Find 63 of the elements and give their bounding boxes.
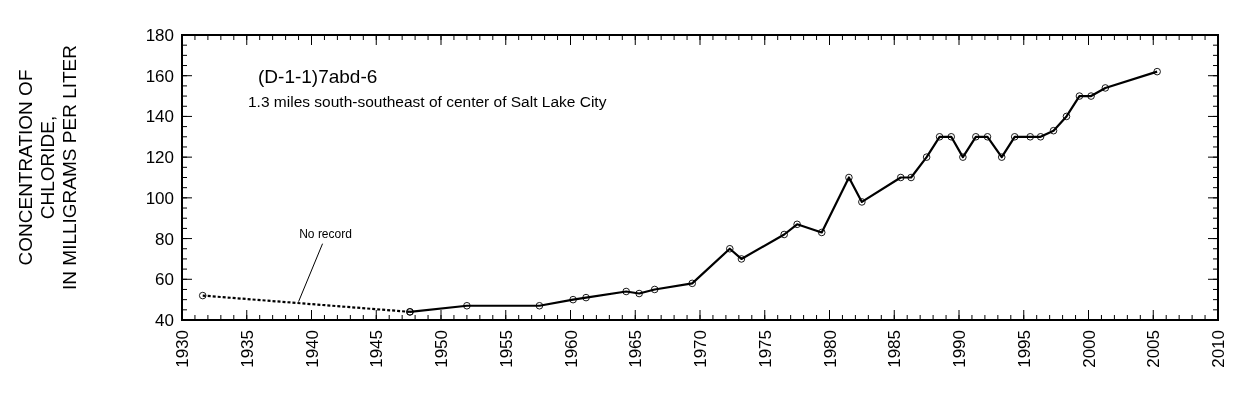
point [1101, 84, 1110, 92]
x-tick-label: 1975 [755, 330, 775, 368]
y-tick-label: 60 [155, 270, 174, 290]
point [858, 198, 866, 206]
point [1049, 126, 1058, 135]
point [907, 173, 915, 182]
x-tick-label: 1950 [432, 330, 451, 368]
point [737, 255, 746, 263]
y-tick-label: 80 [155, 229, 174, 249]
y-tick-label: 40 [155, 311, 174, 330]
point [1075, 92, 1084, 100]
point [817, 228, 826, 237]
point [622, 287, 630, 296]
point [688, 279, 696, 288]
x-tick-label: 1985 [885, 330, 905, 368]
point [635, 289, 643, 298]
point [1010, 133, 1019, 141]
point [972, 133, 980, 141]
point [896, 173, 905, 182]
point [726, 245, 734, 253]
point [1062, 112, 1071, 121]
x-tick-label: 2005 [1144, 330, 1164, 368]
point [582, 293, 590, 302]
x-tick-label: 1940 [302, 330, 322, 368]
point [198, 291, 207, 300]
point [947, 133, 955, 141]
x-tick-label: 1935 [237, 330, 257, 368]
x-tick-label: 1945 [367, 330, 387, 368]
x-tick-label: 2010 [1209, 330, 1228, 368]
y-tick-label: 120 [145, 148, 174, 168]
point [1087, 92, 1095, 100]
x-tick-label: 1955 [496, 330, 516, 368]
point [1036, 133, 1045, 141]
y-tick-label: 140 [145, 107, 174, 127]
point [780, 230, 788, 239]
point [922, 153, 931, 161]
point [959, 153, 967, 161]
text: (D-1-1)7abd-6 [258, 66, 378, 87]
x-tick-label: 1965 [626, 330, 646, 368]
text: 1.3 miles south-southeast of center of Salt Lake City [248, 93, 607, 110]
point [1153, 67, 1161, 76]
point [793, 220, 801, 229]
y-tick-label: 180 [145, 26, 174, 45]
x-tick-label: 1970 [691, 330, 710, 368]
point [569, 295, 577, 304]
x-tick-label: 1960 [561, 330, 581, 368]
x-tick-label: 1980 [820, 330, 840, 368]
y-tick-label: 100 [145, 188, 174, 208]
point [535, 302, 544, 310]
x-tick-label: 2000 [1079, 330, 1099, 368]
y-tick-label: 160 [145, 66, 174, 86]
point [650, 285, 659, 294]
annotation: No record [299, 226, 352, 241]
y-axis-title: CONCENTRATION OF CHLORIDE, IN MILLIGRAMS PER LITER [15, 45, 80, 290]
point [983, 133, 992, 141]
x-tick-label: 1990 [950, 330, 969, 368]
x-tick-label: 1930 [173, 330, 192, 368]
point [935, 133, 944, 141]
point [1026, 133, 1034, 141]
point [845, 173, 853, 182]
x-tick-label: 1995 [1014, 330, 1034, 368]
point [997, 153, 1006, 161]
point [463, 302, 471, 310]
